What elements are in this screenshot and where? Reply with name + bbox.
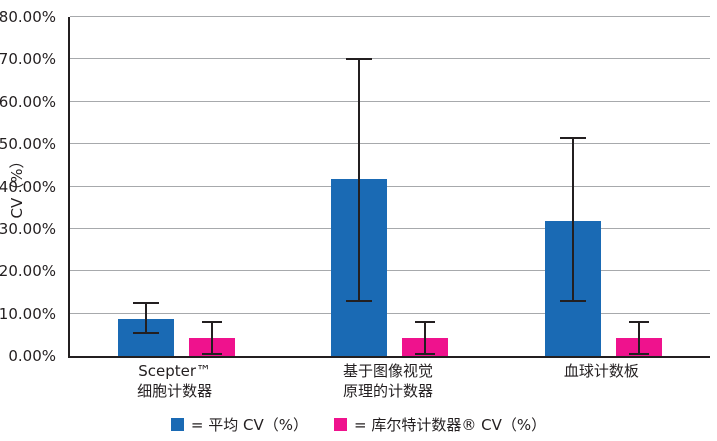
error-bar (358, 59, 361, 301)
error-bar (559, 299, 586, 302)
gridline (70, 270, 710, 272)
bar-coulter-cv (615, 17, 662, 356)
legend: = 平均 CV（%） = 库尔特计数器® CV（%） (0, 414, 717, 435)
y-tick-label: 80.00% (0, 8, 56, 26)
error-bar (559, 136, 586, 139)
error-bar (202, 352, 223, 355)
x-axis-labels: Scepter™ 细胞计数器 基于图像视觉 原理的计数器 血球计数板 (68, 362, 708, 401)
error-bar (145, 303, 148, 333)
bar-mean-cv (544, 17, 601, 356)
legend-label-mean-cv: = 平均 CV（%） (190, 416, 308, 434)
gridline (70, 227, 710, 229)
legend-swatch-mean-cv (170, 418, 184, 431)
bar-group (283, 17, 496, 356)
bar-groups (70, 17, 710, 356)
plot-area (68, 16, 710, 358)
legend-item-coulter-cv: = 库尔特计数器® CV（%） (334, 414, 546, 435)
y-tick-label: 30.00% (0, 219, 56, 238)
bar-coulter-cv (402, 17, 449, 356)
error-bar (133, 302, 160, 305)
error-bar (211, 322, 214, 354)
x-category-label: 基于图像视觉 原理的计数器 (342, 362, 433, 400)
y-tick-label: 70.00% (0, 50, 56, 69)
bar-mean-cv (331, 17, 388, 356)
gridline (70, 58, 710, 60)
error-bar (346, 299, 373, 302)
error-bar (202, 321, 223, 324)
error-bar (637, 322, 640, 354)
y-axis-ticks: 80.00% 70.00% 60.00% 50.00% 40.00% 30.00% 20.0… (0, 8, 62, 365)
legend-label-coulter-cv: = 库尔特计数器® CV（%） (354, 416, 547, 434)
y-tick-label: 60.00% (0, 92, 56, 111)
gridline (70, 143, 710, 145)
legend-item-mean-cv: = 平均 CV（%） (170, 414, 308, 435)
legend-swatch-coulter-cv (334, 418, 347, 431)
error-bar (628, 352, 649, 355)
bar-group (70, 17, 283, 356)
error-bar (571, 137, 574, 301)
y-tick-label: 50.00% (0, 135, 56, 154)
gridline (70, 185, 710, 187)
y-tick-label: 0.00% (8, 347, 56, 365)
error-bar (415, 321, 436, 324)
error-bar (628, 321, 649, 324)
error-bar (415, 352, 436, 355)
x-category-label: 血球计数板 (563, 362, 639, 380)
bar-coulter-cv (189, 17, 236, 356)
error-bar (133, 331, 160, 334)
y-tick-label: 10.00% (0, 304, 56, 323)
gridline (70, 312, 710, 314)
bar-group (497, 17, 710, 356)
gridline (70, 16, 710, 17)
error-bar (346, 58, 373, 61)
bar-mean-cv (118, 17, 175, 356)
y-tick-label: 40.00% (0, 177, 56, 196)
y-tick-label: 20.00% (0, 262, 56, 281)
x-category-label: Scepter™ 细胞计数器 (137, 362, 213, 400)
error-bar (424, 322, 427, 354)
gridline (70, 100, 710, 102)
